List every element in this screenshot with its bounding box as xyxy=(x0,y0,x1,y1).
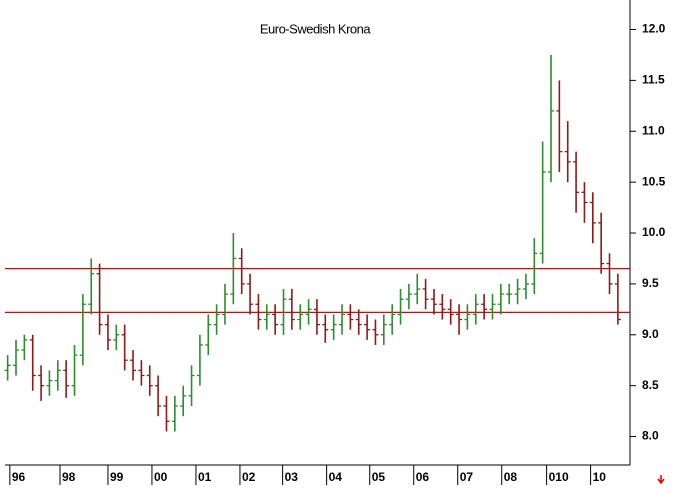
x-tick-label: 06 xyxy=(416,470,430,484)
y-tick-label: 10.5 xyxy=(642,174,666,188)
x-tick-label: 01 xyxy=(198,470,212,484)
x-tick-label: 00 xyxy=(154,470,168,484)
y-tick-label: 10.0 xyxy=(642,225,666,239)
x-tick-label: 04 xyxy=(329,470,343,484)
chart-title: Euro-Swedish Krona xyxy=(260,21,371,36)
y-tick-label: 11.0 xyxy=(642,123,665,137)
y-tick-label: 11.5 xyxy=(642,73,665,87)
x-tick-label: 99 xyxy=(110,470,124,484)
x-tick-label: 07 xyxy=(460,470,474,484)
x-tick-label: 98 xyxy=(62,470,76,484)
x-tick-label: 010 xyxy=(549,470,569,484)
y-tick-label: 12.0 xyxy=(642,22,666,36)
x-tick-label: 03 xyxy=(285,470,299,484)
y-tick-label: 8.5 xyxy=(642,378,659,392)
x-tick-label: 96 xyxy=(12,470,26,484)
x-tick-label: 05 xyxy=(372,470,386,484)
y-tick-label: 8.0 xyxy=(642,429,659,443)
y-tick-label: 9.0 xyxy=(642,327,659,341)
x-tick-label: 10 xyxy=(593,470,607,484)
x-tick-label: 02 xyxy=(242,470,256,484)
scroll-arrow xyxy=(657,475,665,485)
x-tick-label: 08 xyxy=(504,470,518,484)
y-tick-label: 9.5 xyxy=(642,276,659,290)
